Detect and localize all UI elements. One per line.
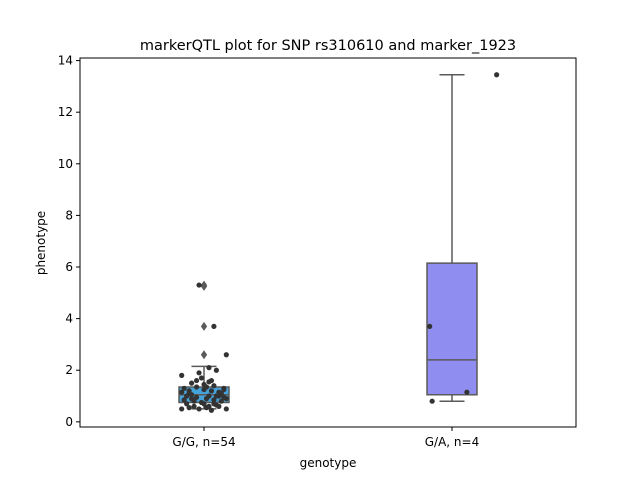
y-axis-label: phenotype <box>34 211 48 275</box>
outlier-point <box>200 350 208 360</box>
outlier-point <box>200 321 208 331</box>
data-point <box>181 385 187 391</box>
plot-area: 0 2 4 6 8 10 12 14 G/G, n=54 G/A, n=4 <box>58 54 500 449</box>
data-point <box>427 323 433 329</box>
data-point <box>216 403 222 409</box>
data-point <box>189 396 195 402</box>
data-point <box>213 367 219 373</box>
data-point <box>201 401 207 407</box>
data-point <box>186 388 192 394</box>
y-tick-label: 8 <box>65 208 73 222</box>
data-point <box>189 380 195 386</box>
x-axis-label: genotype <box>300 456 357 470</box>
y-tick-label: 10 <box>58 157 73 171</box>
data-point <box>196 406 202 412</box>
data-point <box>218 398 224 404</box>
box <box>426 262 478 396</box>
data-point <box>198 375 205 381</box>
data-point <box>494 72 500 78</box>
data-point <box>464 389 470 395</box>
x-tick-label: G/A, n=4 <box>425 435 479 449</box>
data-point <box>193 394 200 400</box>
data-point <box>196 370 202 376</box>
data-point <box>203 396 210 402</box>
data-point <box>211 323 217 329</box>
data-point <box>196 282 202 288</box>
y-tick-label: 0 <box>65 415 73 429</box>
plot-frame <box>79 57 577 428</box>
y-tick-label: 2 <box>65 363 73 377</box>
x-tick-label: G/G, n=54 <box>172 435 235 449</box>
data-point <box>211 401 217 407</box>
data-point <box>184 401 190 407</box>
data-point <box>208 407 215 413</box>
data-point <box>179 389 185 395</box>
data-point <box>223 406 229 412</box>
data-point <box>191 403 197 409</box>
data-point <box>206 365 212 371</box>
outlier-point <box>200 280 208 290</box>
data-point <box>206 403 212 409</box>
data-point <box>189 392 195 398</box>
data-point <box>223 352 229 358</box>
data-point <box>206 379 212 385</box>
data-point <box>213 393 219 399</box>
data-point <box>179 372 185 378</box>
data-point <box>211 397 217 403</box>
data-point <box>429 398 435 404</box>
data-point <box>181 397 187 403</box>
data-point <box>211 383 217 389</box>
chart-title: markerQTL plot for SNP rs310610 and mark… <box>140 38 516 54</box>
data-point <box>193 377 200 384</box>
data-point <box>208 388 215 394</box>
data-point <box>179 406 185 412</box>
y-tick-label: 14 <box>58 54 73 68</box>
data-point <box>184 393 190 399</box>
y-tick-label: 12 <box>58 105 73 119</box>
data-point <box>203 384 210 390</box>
data-point <box>221 394 227 400</box>
y-tick-label: 4 <box>65 312 73 326</box>
data-point <box>193 384 200 390</box>
data-point <box>221 386 227 393</box>
data-point <box>218 390 224 397</box>
y-tick-label: 6 <box>65 260 73 274</box>
data-point <box>186 405 192 411</box>
